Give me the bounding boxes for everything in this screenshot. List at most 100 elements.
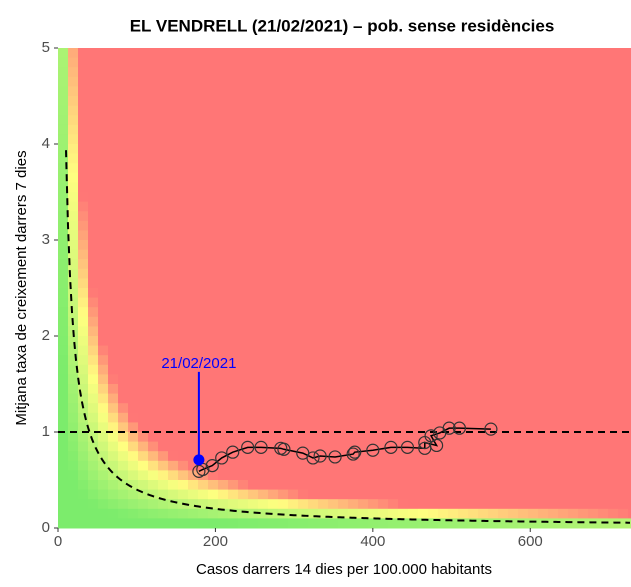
- risk-cell: [198, 201, 209, 212]
- risk-cell: [198, 230, 209, 241]
- risk-cell: [238, 336, 249, 347]
- risk-cell: [358, 278, 369, 289]
- risk-cell: [448, 201, 459, 212]
- risk-cell: [338, 470, 349, 481]
- risk-cell: [308, 211, 319, 222]
- risk-cell: [208, 134, 219, 145]
- risk-cell: [138, 115, 149, 126]
- risk-cell: [538, 96, 549, 107]
- risk-cell: [568, 316, 579, 327]
- risk-cell: [238, 124, 249, 135]
- risk-cell: [298, 403, 309, 414]
- risk-cell: [438, 134, 449, 145]
- risk-cell: [328, 384, 339, 395]
- risk-cell: [628, 316, 631, 327]
- risk-cell: [278, 115, 289, 126]
- risk-cell: [58, 67, 69, 78]
- risk-cell: [278, 105, 289, 116]
- risk-cell: [158, 307, 169, 318]
- risk-cell: [338, 499, 349, 510]
- risk-cell: [568, 144, 579, 155]
- risk-cell: [578, 201, 589, 212]
- risk-cell: [578, 355, 589, 366]
- risk-cell: [338, 460, 349, 471]
- risk-cell: [248, 336, 259, 347]
- risk-cell: [128, 172, 139, 183]
- risk-cell: [368, 192, 379, 203]
- risk-cell: [588, 57, 599, 68]
- risk-cell: [488, 384, 499, 395]
- risk-cell: [388, 163, 399, 174]
- risk-cell: [158, 345, 169, 356]
- risk-cell: [308, 518, 319, 529]
- risk-cell: [68, 393, 79, 404]
- risk-cell: [268, 297, 279, 308]
- risk-cell: [308, 57, 319, 68]
- risk-cell: [228, 345, 239, 356]
- risk-cell: [198, 412, 209, 423]
- risk-cell: [528, 259, 539, 270]
- risk-cell: [488, 518, 499, 529]
- risk-cell: [188, 288, 199, 299]
- risk-cell: [358, 230, 369, 241]
- risk-cell: [488, 211, 499, 222]
- risk-cell: [258, 412, 269, 423]
- risk-cell: [158, 76, 169, 87]
- risk-cell: [328, 393, 339, 404]
- risk-cell: [268, 57, 279, 68]
- risk-cell: [198, 336, 209, 347]
- risk-cell: [78, 480, 89, 491]
- risk-cell: [488, 364, 499, 375]
- risk-cell: [428, 220, 439, 231]
- risk-cell: [218, 201, 229, 212]
- risk-cell: [598, 355, 609, 366]
- risk-cell: [258, 67, 269, 78]
- risk-cell: [218, 422, 229, 433]
- risk-cell: [158, 326, 169, 337]
- risk-cell: [378, 48, 389, 59]
- risk-cell: [368, 57, 379, 68]
- risk-cell: [198, 355, 209, 366]
- risk-cell: [278, 364, 289, 375]
- risk-cell: [258, 230, 269, 241]
- risk-cell: [288, 393, 299, 404]
- risk-cell: [78, 230, 89, 241]
- risk-cell: [178, 460, 189, 471]
- risk-cell: [58, 384, 69, 395]
- risk-cell: [588, 182, 599, 193]
- risk-cell: [458, 278, 469, 289]
- risk-cell: [458, 307, 469, 318]
- risk-cell: [518, 326, 529, 337]
- risk-cell: [568, 182, 579, 193]
- risk-cell: [358, 307, 369, 318]
- risk-cell: [258, 192, 269, 203]
- risk-cell: [418, 489, 429, 500]
- risk-cell: [128, 316, 139, 327]
- risk-cell: [588, 326, 599, 337]
- risk-cell: [488, 422, 499, 433]
- risk-cell: [338, 345, 349, 356]
- risk-cell: [518, 374, 529, 385]
- risk-cell: [108, 201, 119, 212]
- risk-cell: [198, 124, 209, 135]
- risk-cell: [298, 451, 309, 462]
- risk-cell: [478, 124, 489, 135]
- risk-cell: [258, 316, 269, 327]
- risk-cell: [398, 480, 409, 491]
- y-axis-label: Mitjana taxa de creixement darrers 7 die…: [13, 150, 30, 425]
- risk-cell: [418, 403, 429, 414]
- risk-cell: [358, 508, 369, 519]
- risk-cell: [238, 268, 249, 279]
- risk-cell: [318, 326, 329, 337]
- data-point: [226, 445, 240, 459]
- risk-cell: [388, 393, 399, 404]
- risk-cell: [598, 134, 609, 145]
- risk-cell: [128, 307, 139, 318]
- risk-cell: [88, 230, 99, 241]
- risk-cell: [198, 480, 209, 491]
- risk-cell: [308, 470, 319, 481]
- risk-cell: [328, 307, 339, 318]
- risk-cell: [348, 489, 359, 500]
- risk-cell: [318, 460, 329, 471]
- risk-cell: [88, 182, 99, 193]
